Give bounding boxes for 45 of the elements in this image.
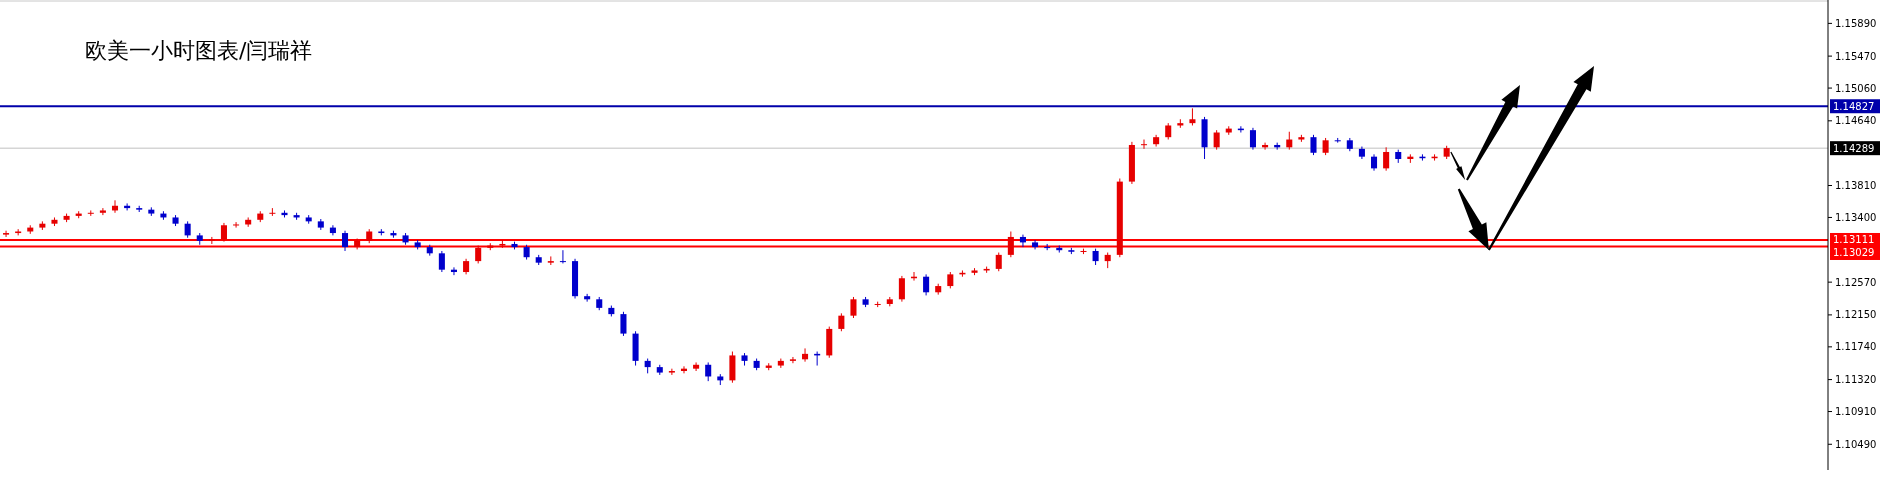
ref-line-label: 1.13111 bbox=[1833, 234, 1875, 246]
candlestick bbox=[3, 230, 10, 238]
candlestick bbox=[341, 230, 349, 252]
candlestick bbox=[1140, 139, 1148, 150]
y-tick-label: 1.13810 bbox=[1835, 180, 1877, 192]
candlestick bbox=[789, 356, 796, 364]
candlestick bbox=[233, 221, 240, 229]
y-tick-label: 1.15470 bbox=[1835, 50, 1877, 62]
candlestick bbox=[87, 209, 94, 217]
y-tick-label: 1.10490 bbox=[1835, 438, 1877, 450]
candlestick bbox=[802, 347, 809, 363]
candlestick bbox=[1213, 129, 1220, 151]
candlestick bbox=[850, 296, 857, 319]
candlestick bbox=[208, 236, 215, 245]
candlestick bbox=[99, 207, 106, 216]
candlestick bbox=[668, 368, 675, 376]
candlestick bbox=[1019, 234, 1026, 248]
candlestick bbox=[1249, 127, 1256, 151]
candlestick bbox=[1310, 134, 1317, 156]
y-tick-label: 1.13400 bbox=[1835, 211, 1877, 223]
y-tick-label: 1.11320 bbox=[1835, 374, 1877, 386]
candlestick bbox=[329, 224, 336, 236]
candlestick bbox=[923, 273, 930, 296]
candlestick bbox=[559, 249, 566, 264]
candlestick bbox=[620, 311, 627, 337]
y-tick-label: 1.15060 bbox=[1835, 82, 1877, 94]
candlestick bbox=[438, 250, 445, 273]
candlestick bbox=[995, 252, 1002, 272]
y-tick-label: 1.14640 bbox=[1835, 115, 1877, 127]
text: 欧美一小时图表/闫瑞祥 bbox=[85, 38, 313, 63]
candlestick bbox=[1383, 146, 1390, 172]
candlestick bbox=[898, 275, 905, 303]
candlestick bbox=[1007, 230, 1014, 258]
candlestick bbox=[693, 361, 700, 372]
y-tick-label: 1.11740 bbox=[1835, 341, 1877, 353]
candlestick bbox=[584, 293, 591, 303]
ref-line-label: 1.14289 bbox=[1833, 142, 1875, 154]
ref-line-label: 1.14827 bbox=[1833, 100, 1875, 112]
ref-line-label: 1.13029 bbox=[1833, 247, 1875, 259]
candlestick bbox=[705, 361, 712, 382]
candlestick bbox=[220, 222, 227, 243]
y-tick-label: 1.10910 bbox=[1835, 406, 1877, 418]
y-tick-label: 1.15890 bbox=[1835, 17, 1877, 29]
y-tick-label: 1.12570 bbox=[1835, 276, 1877, 288]
y-tick-label: 1.12150 bbox=[1835, 309, 1877, 321]
